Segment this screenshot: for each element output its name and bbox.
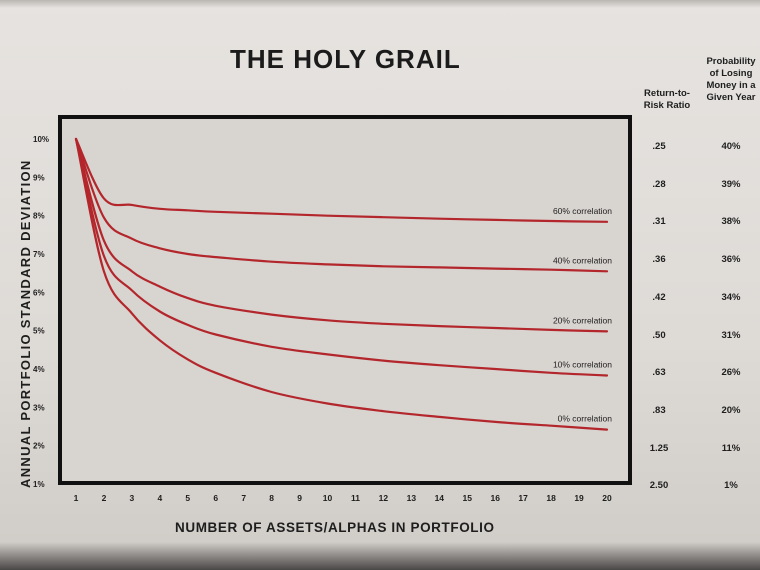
return-to-risk-value: .25 (652, 141, 666, 152)
probability-loss-value: 34% (721, 291, 741, 303)
y-tick-label: 5% (33, 327, 45, 336)
probability-loss-value: 11% (721, 442, 741, 454)
x-tick-label: 1 (74, 493, 79, 503)
return-to-risk-value: .28 (652, 178, 666, 190)
series-label: 40% correlation (553, 255, 612, 265)
return-to-risk-value: .83 (652, 404, 666, 416)
x-tick-label: 20 (602, 493, 612, 503)
series-label: 60% correlation (553, 206, 612, 216)
return-to-risk-value: .42 (652, 291, 666, 303)
x-tick-label: 14 (435, 493, 445, 503)
y-tick-label: 8% (33, 212, 45, 221)
page-shadow-top (0, 0, 760, 8)
return-to-risk-value: 2.50 (649, 480, 669, 492)
x-tick-label: 15 (463, 493, 473, 503)
y-tick-label: 6% (33, 288, 45, 297)
page-shadow-bottom (0, 542, 760, 570)
return-to-risk-value: .50 (652, 329, 666, 341)
return-to-risk-value: .31 (652, 216, 666, 228)
series-label: 10% correlation (553, 360, 612, 370)
x-tick-label: 4 (157, 493, 162, 503)
plot-background (60, 117, 630, 483)
x-axis-label: NUMBER OF ASSETS/ALPHAS IN PORTFOLIO (175, 520, 495, 535)
probability-loss-value: 39% (721, 178, 741, 190)
y-tick-label: 1% (33, 480, 45, 489)
probability-loss-value: 36% (721, 254, 741, 266)
x-tick-label: 6 (213, 493, 218, 503)
probability-loss-value: 31% (721, 329, 741, 341)
series-line (74, 137, 609, 223)
probability-loss-header: Probability of Losing Money in a Given Y… (706, 56, 756, 103)
x-tick-label: 7 (241, 493, 246, 503)
probability-loss-value: 38% (721, 216, 741, 228)
y-tick-label: 2% (33, 442, 45, 451)
series-line (74, 137, 609, 377)
x-tick-label: 16 (490, 493, 500, 503)
series-label: 0% correlation (558, 414, 613, 424)
x-tick-label: 8 (269, 493, 274, 503)
x-tick-label: 2 (102, 493, 107, 503)
probability-loss-value: 20% (721, 404, 741, 416)
x-tick-label: 17 (518, 493, 528, 503)
return-to-risk-header: Return-to- Risk Ratio (643, 88, 691, 111)
y-tick-label: 10% (33, 135, 49, 144)
series-line (74, 137, 609, 333)
x-tick-label: 12 (379, 493, 389, 503)
y-tick-label: 3% (33, 403, 45, 412)
y-tick-label: 9% (33, 173, 45, 182)
chart-title: THE HOLY GRAIL (230, 44, 461, 74)
return-to-risk-value: 1.25 (649, 442, 669, 454)
y-tick-label: 4% (33, 365, 45, 374)
x-tick-label: 9 (297, 493, 302, 503)
probability-loss-value: 26% (721, 367, 741, 379)
series-line (74, 137, 609, 273)
series-label: 20% correlation (553, 315, 612, 325)
probability-loss-value: 40% (721, 141, 741, 152)
x-tick-label: 13 (407, 493, 417, 503)
return-to-risk-value: .36 (652, 254, 666, 266)
return-to-risk-value: .63 (652, 367, 666, 379)
probability-loss-value: 1% (724, 480, 738, 492)
x-tick-label: 18 (546, 493, 556, 503)
x-tick-label: 10 (323, 493, 333, 503)
x-tick-label: 5 (185, 493, 190, 503)
plot-frame (58, 115, 632, 485)
x-tick-label: 11 (351, 493, 360, 503)
x-tick-label: 19 (574, 493, 584, 503)
y-tick-label: 7% (33, 250, 45, 259)
series-line (74, 137, 609, 431)
x-tick-label: 3 (130, 493, 135, 503)
